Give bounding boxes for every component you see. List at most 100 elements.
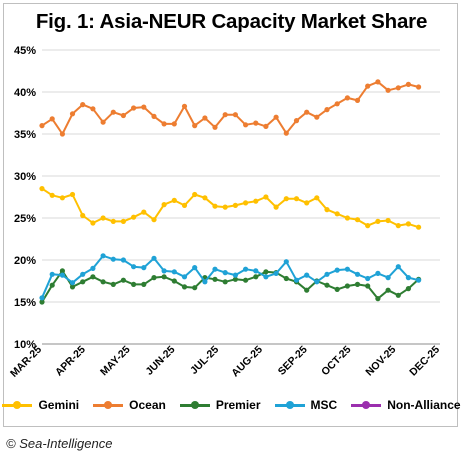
- data-point: [202, 115, 208, 121]
- x-tick-label: NOV-25: [363, 344, 398, 379]
- data-point: [171, 278, 177, 284]
- series-line: [41, 80, 419, 135]
- data-point: [100, 279, 106, 285]
- data-point: [90, 106, 96, 112]
- data-point: [344, 266, 350, 272]
- series-gemini: [39, 186, 422, 230]
- data-point: [354, 281, 361, 287]
- data-point: [181, 202, 188, 208]
- data-point: [120, 218, 126, 224]
- data-point: [416, 84, 422, 90]
- y-tick-label: 20%: [14, 255, 36, 267]
- legend-item: Non-Alliance: [351, 398, 461, 412]
- data-point: [222, 204, 228, 210]
- legend-label: Ocean: [129, 398, 166, 412]
- data-point: [253, 198, 259, 204]
- data-point: [192, 265, 198, 271]
- data-point: [181, 274, 188, 280]
- x-tick-label: SEP-25: [276, 344, 310, 378]
- legend-swatch: [2, 400, 33, 410]
- data-point: [375, 218, 381, 224]
- y-tick-label: 25%: [14, 213, 36, 225]
- legend-label: Premier: [215, 398, 261, 412]
- data-point: [314, 195, 320, 201]
- x-tick-label: MAY-25: [98, 344, 133, 379]
- data-point: [151, 217, 157, 223]
- data-point: [171, 121, 177, 127]
- data-point: [314, 114, 320, 120]
- data-point: [222, 112, 228, 118]
- data-point: [80, 212, 86, 219]
- chart-frame: [3, 3, 458, 427]
- data-point: [232, 202, 238, 208]
- y-tick-label: 35%: [14, 129, 36, 141]
- data-point: [395, 85, 401, 91]
- data-point: [354, 217, 361, 223]
- data-point: [243, 200, 249, 206]
- data-point: [293, 277, 300, 283]
- data-point: [59, 272, 65, 278]
- data-point: [90, 274, 96, 280]
- data-point: [243, 266, 249, 272]
- data-point: [344, 283, 350, 289]
- data-point: [405, 221, 411, 227]
- data-point: [59, 131, 65, 137]
- data-point: [273, 114, 279, 120]
- data-point: [243, 277, 249, 283]
- data-point: [192, 285, 198, 291]
- data-point: [192, 191, 198, 198]
- data-point: [110, 218, 116, 224]
- data-point: [405, 275, 411, 281]
- data-point: [263, 274, 269, 280]
- data-point: [365, 283, 371, 289]
- data-point: [90, 220, 96, 226]
- data-point: [253, 120, 259, 126]
- legend-item: Premier: [179, 398, 261, 412]
- x-tick-label: OCT-25: [319, 344, 354, 379]
- data-point: [283, 130, 289, 136]
- series-line: [41, 254, 419, 299]
- data-point: [49, 116, 55, 122]
- data-point: [212, 124, 218, 130]
- data-point: [354, 97, 361, 103]
- legend-swatch: [351, 400, 382, 410]
- x-tick-label: JUL-25: [188, 344, 221, 377]
- data-point: [304, 272, 310, 278]
- data-point: [80, 271, 86, 277]
- data-point: [49, 192, 55, 198]
- data-point: [212, 266, 218, 272]
- legend-label: Gemini: [38, 398, 80, 412]
- data-point: [263, 123, 269, 129]
- data-point: [243, 122, 249, 128]
- data-point: [314, 279, 320, 285]
- data-point: [304, 287, 310, 293]
- data-point: [334, 286, 340, 292]
- data-point: [334, 267, 340, 273]
- data-point: [202, 195, 208, 201]
- data-point: [222, 270, 228, 276]
- data-point: [161, 268, 167, 274]
- data-point: [69, 280, 76, 286]
- data-point: [141, 209, 147, 215]
- legend-label: MSC: [310, 398, 338, 412]
- data-point: [344, 95, 350, 101]
- data-point: [69, 284, 76, 290]
- series-line: [41, 187, 419, 229]
- data-point: [131, 105, 137, 111]
- data-point: [283, 196, 289, 202]
- x-tick-label: APR-25: [53, 344, 88, 379]
- data-point: [120, 277, 126, 283]
- data-point: [273, 204, 279, 210]
- data-point: [334, 211, 340, 217]
- data-point: [120, 112, 126, 119]
- data-point: [151, 275, 157, 281]
- y-tick-label: 30%: [14, 171, 36, 183]
- data-point: [151, 255, 157, 261]
- data-point: [324, 107, 330, 113]
- data-point: [283, 275, 289, 282]
- x-tick-label: JUN-25: [143, 344, 177, 378]
- data-point: [131, 281, 137, 287]
- data-point: [324, 271, 330, 277]
- data-point: [354, 271, 361, 277]
